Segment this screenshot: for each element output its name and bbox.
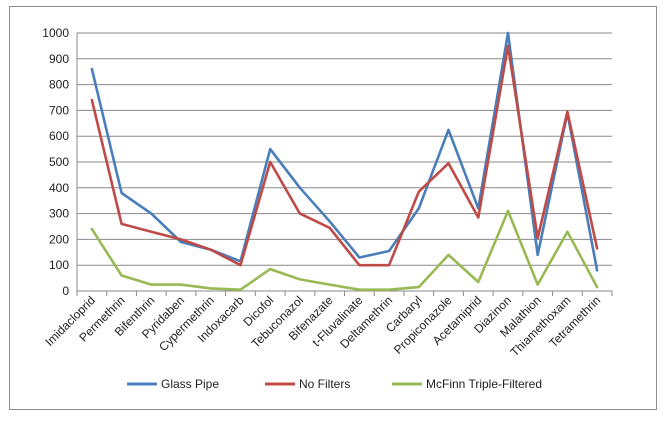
gridlines bbox=[77, 32, 612, 266]
legend-label: Glass Pipe bbox=[161, 377, 219, 391]
series-lines bbox=[90, 31, 599, 292]
legend-label: No Filters bbox=[299, 377, 350, 391]
y-tick-label: 800 bbox=[49, 78, 69, 92]
y-tick-label: 600 bbox=[49, 129, 69, 143]
y-tick-label: 700 bbox=[49, 103, 69, 117]
y-tick-label: 400 bbox=[49, 181, 69, 195]
y-tick-label: 1000 bbox=[42, 26, 69, 40]
legend: Glass Pipe No Filters McFinn Triple-Filter… bbox=[127, 377, 542, 391]
axes bbox=[76, 33, 613, 296]
x-tick-labels: ImidaclopridPermethrinBifenthrinPyridabe… bbox=[42, 293, 603, 359]
series-line-3 bbox=[90, 209, 599, 292]
y-tick-label: 500 bbox=[49, 155, 69, 169]
y-tick-label: 0 bbox=[62, 284, 69, 298]
y-tick-label: 100 bbox=[49, 258, 69, 272]
legend-label: McFinn Triple-Filtered bbox=[426, 377, 542, 391]
y-tick-label: 200 bbox=[49, 232, 69, 246]
series-line-2 bbox=[90, 44, 599, 267]
y-tick-label: 300 bbox=[49, 207, 69, 221]
y-tick-labels: 0 100 200 300 400 500 600 700 800 900 1000 bbox=[42, 26, 69, 298]
y-tick-label: 900 bbox=[49, 52, 69, 66]
